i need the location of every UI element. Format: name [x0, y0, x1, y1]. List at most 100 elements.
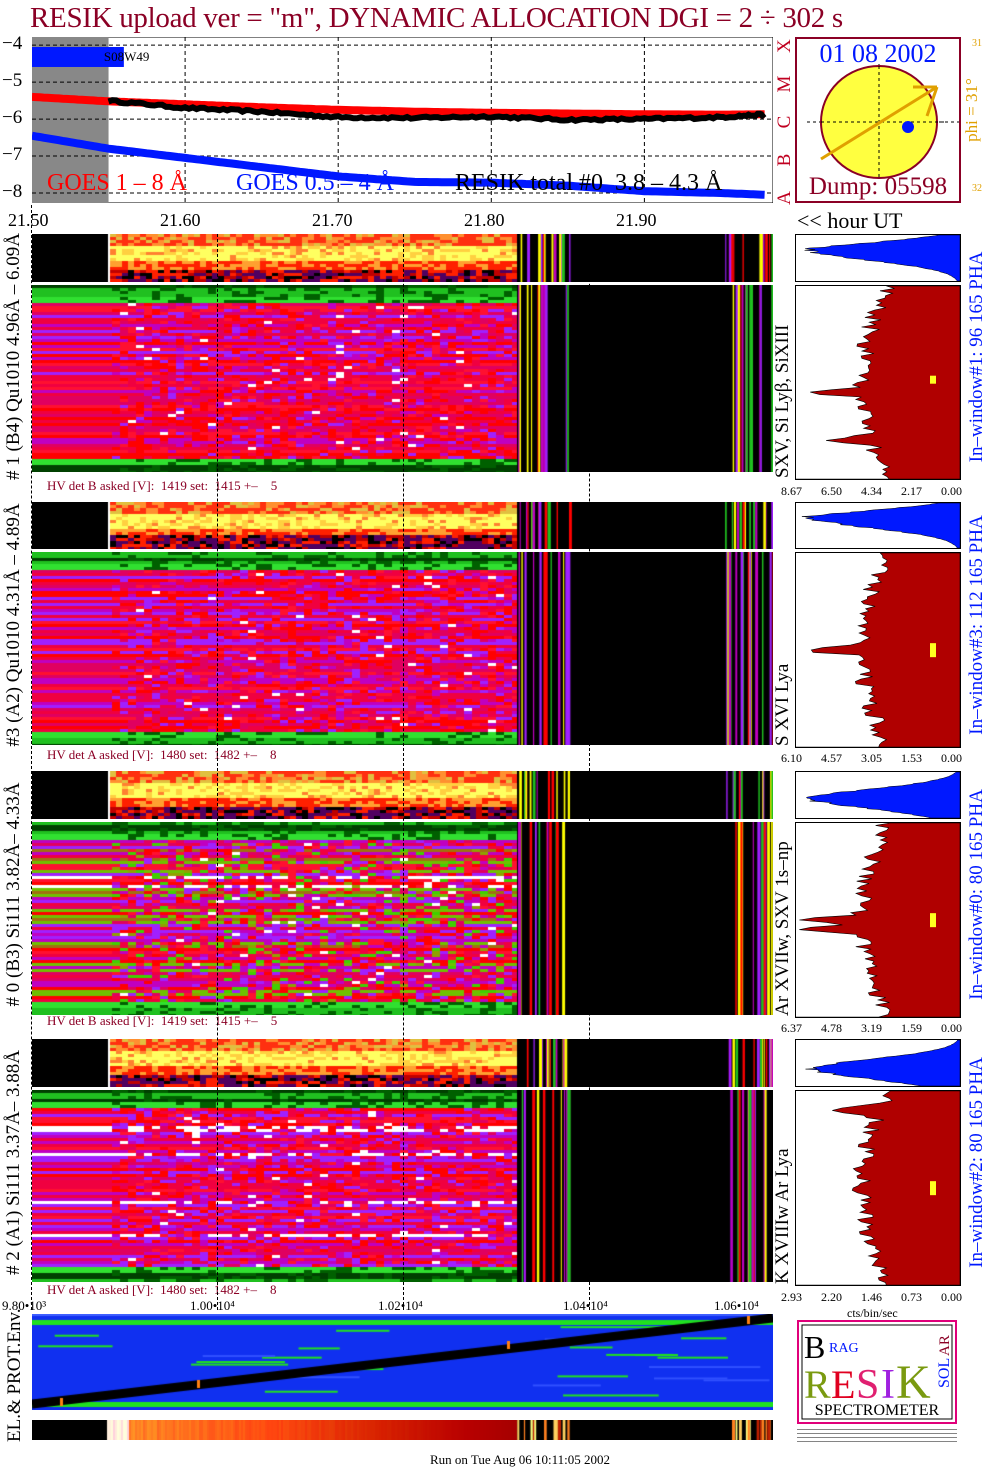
pha-histogram	[795, 771, 961, 819]
histogram-tick-label: 6.50	[821, 484, 842, 498]
spectral-line-label: K XVIIIw Ar Lya	[772, 1148, 793, 1284]
in-window-label: In–window#0: 80 165 PHA	[966, 789, 987, 1000]
time-unit-label: << hour UT	[797, 208, 903, 233]
intensity-color-bar	[32, 1420, 773, 1440]
pha-histogram-plot	[804, 234, 961, 282]
histogram-tick-label: 3.05	[861, 751, 882, 765]
pha-strip-image	[32, 1039, 773, 1087]
histogram-tick-label: 0.00	[941, 484, 962, 498]
spectrum-image	[32, 1090, 773, 1282]
time-tick-label: 21.60	[160, 210, 201, 230]
svg-text:K: K	[896, 1356, 931, 1409]
spectrum-image	[32, 285, 773, 472]
sun-disk-icon	[807, 64, 959, 179]
spectral-line-label: Ar XVIIw, SXV 1s–np	[772, 841, 793, 1016]
phi-angle: phi = 31°	[962, 78, 981, 142]
legend-entry: GOES 0.5 – 4 Å	[236, 170, 395, 196]
marker-icon	[930, 1181, 936, 1196]
svg-text:I: I	[881, 1362, 895, 1408]
histogram-tick-label: 1.59	[901, 1021, 922, 1035]
hv-status: HV det B asked [V]: 1419 set: 1415 +– 5	[47, 1013, 278, 1028]
histogram-tick-label: 0.73	[901, 1290, 922, 1304]
spectrum-histogram-plot	[796, 285, 961, 480]
detector-label: #3 (A2) Qu1010 4.31Å – 4.89Å	[3, 503, 24, 747]
histogram-unit: cts/bin/sec	[847, 1306, 898, 1320]
histogram-tick-label: 4.78	[821, 1021, 842, 1035]
marker-icon	[930, 375, 936, 384]
active-region-label: S08W49	[104, 49, 149, 64]
histogram-tick-label: 4.57	[821, 751, 842, 765]
spectrum-histogram	[795, 552, 961, 748]
pha-histogram-fill	[806, 771, 961, 819]
gridline	[589, 234, 590, 1310]
lightcurve-plot: S08W49	[32, 37, 773, 203]
pha-histogram-fill	[801, 502, 961, 549]
spectrum-histogram-plot	[796, 1090, 961, 1286]
histogram-tick-label: 2.93	[781, 1290, 802, 1304]
pha-histogram	[795, 502, 961, 549]
goes-class-label: C	[774, 115, 795, 129]
gridline	[403, 234, 404, 1310]
goes-class-label: M	[774, 75, 795, 93]
pha-histogram-plot	[801, 502, 961, 549]
svg-text:B: B	[804, 1329, 825, 1365]
series-line-2	[107, 97, 767, 124]
histogram-tick-label: 6.10	[781, 751, 802, 765]
phi-tick-top: 31	[972, 38, 982, 49]
time-tick-label: 21.90	[616, 210, 657, 230]
hv-status: HV det A asked [V]: 1480 set: 1482 +– 8	[47, 747, 277, 762]
histogram-tick-label: 2.17	[901, 484, 922, 498]
environment-label: EL.& PROT.Env.	[4, 1308, 25, 1442]
resik-logo: B RAG R E S I K SOL AR SPECTROMETER	[797, 1320, 957, 1424]
histogram-tick-label: 1.46	[861, 1290, 882, 1304]
pha-histogram-plot	[805, 1039, 961, 1087]
legend-entry: GOES 1 – 8 Å	[47, 170, 188, 196]
env-tick-label: 9.80•10³	[2, 1298, 47, 1313]
y-tick-label: −8	[2, 181, 23, 203]
spectral-line-label: SXV, Si Lyβ, SiXIII	[772, 324, 793, 478]
pha-histogram-plot	[806, 771, 961, 819]
spectrum-histogram-fill	[796, 1090, 961, 1286]
histogram-tick-label: 0.00	[941, 1290, 962, 1304]
pha-strip-image	[32, 502, 773, 549]
pha-histogram-fill	[805, 1039, 961, 1087]
y-tick-label: −6	[2, 107, 23, 129]
dump-number: Dump: 05598	[808, 173, 948, 200]
pha-strip-image	[32, 771, 773, 819]
resik-logo-icon: B RAG R E S I K SOL AR	[801, 1324, 953, 1420]
spectrum-histogram-fill	[796, 822, 961, 1018]
observation-date: 01 08 2002	[819, 39, 937, 68]
in-window-label: In–window#2: 80 165 PHA	[966, 1057, 987, 1268]
spectrum-image	[32, 552, 773, 745]
run-timestamp: Run on Tue Aug 06 10:11:05 2002	[429, 1452, 611, 1467]
series-line-1	[32, 131, 765, 199]
hv-status: HV det B asked [V]: 1419 set: 1415 +– 5	[47, 478, 278, 493]
spectrum-histogram	[795, 1090, 961, 1286]
svg-text:S: S	[856, 1362, 879, 1408]
legend-entry: RESIK total #0 3.8 – 4.3 Å	[455, 170, 723, 196]
marker-icon	[930, 643, 936, 658]
pha-histogram	[795, 234, 961, 282]
histogram-tick-label: 0.00	[941, 751, 962, 765]
pha-histogram-fill	[804, 234, 961, 282]
spectrum-histogram-plot	[796, 552, 961, 748]
spectrum-histogram-plot	[796, 822, 961, 1018]
in-window-label: In–window#1: 96 165 PHA	[966, 251, 987, 463]
marker-icon	[930, 913, 936, 928]
time-tick-label: 21.50	[8, 210, 49, 230]
svg-text:R: R	[804, 1362, 831, 1407]
spectrum-histogram-fill	[796, 552, 961, 748]
histogram-tick-label: 6.37	[781, 1021, 802, 1035]
svg-text:E: E	[831, 1362, 855, 1407]
env-tick-label: 1.06•10⁴	[714, 1298, 759, 1313]
gridline	[217, 234, 218, 1310]
histogram-tick-label: 0.00	[941, 1021, 962, 1035]
in-window-label: In–window#3: 112 165 PHA	[966, 515, 987, 735]
goes-class-label: B	[774, 153, 795, 167]
phi-tick-bottom: 32	[972, 183, 982, 194]
pha-strip-image	[32, 234, 773, 282]
time-tick-label: 21.80	[464, 210, 505, 230]
spectrum-histogram	[795, 285, 961, 480]
spectrum-histogram-fill	[796, 285, 961, 480]
time-tick-label: 21.70	[312, 210, 353, 230]
